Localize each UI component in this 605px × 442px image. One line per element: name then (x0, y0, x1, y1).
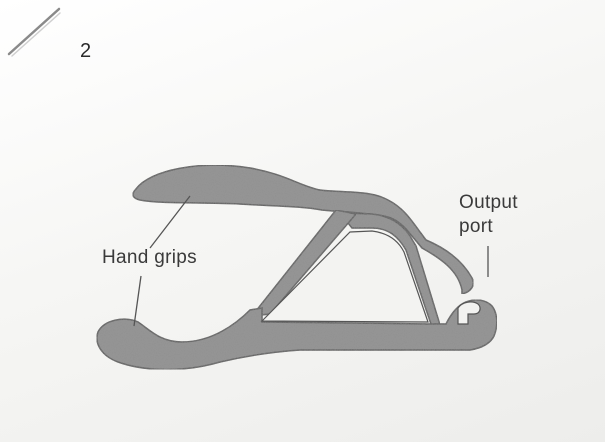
label-output-port-line2: port (459, 216, 493, 237)
label-output-port: Output port (459, 191, 518, 239)
figure-number: 2 (80, 40, 92, 62)
staple-mark (7, 7, 61, 57)
lower-hand-grip (96, 299, 498, 371)
label-hand-grips: Hand grips (102, 247, 197, 268)
leader-line-lower-grip (133, 275, 142, 327)
upper-hand-grip (132, 164, 474, 295)
label-output-port-line1: Output (459, 192, 518, 213)
leader-line-upper-grip (149, 195, 191, 249)
inner-frame-gap (260, 230, 429, 323)
output-port-notch (457, 301, 481, 325)
